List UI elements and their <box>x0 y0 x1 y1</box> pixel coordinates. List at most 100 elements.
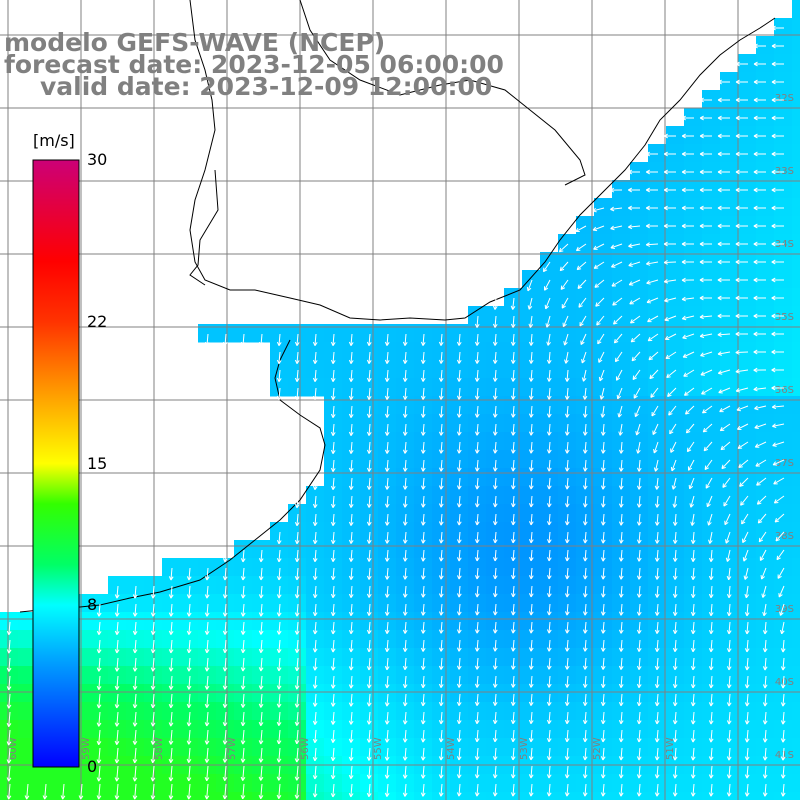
wind-arrow <box>618 513 624 526</box>
wind-speed-cell <box>504 576 523 595</box>
wind-speed-cell <box>756 378 775 397</box>
wind-speed-cell <box>486 396 505 415</box>
wind-arrow <box>628 205 640 211</box>
wind-arrow <box>474 621 480 634</box>
wind-speed-cell <box>414 666 433 685</box>
wind-speed-cell <box>414 738 433 757</box>
wind-speed-cell <box>594 612 613 631</box>
wind-speed-cell <box>630 162 649 181</box>
wind-speed-cell <box>468 432 487 451</box>
wind-arrow <box>384 369 390 382</box>
wind-arrow <box>672 657 678 671</box>
wind-speed-cell <box>522 324 541 343</box>
forecast-date: forecast date: 2023-12-05 06:00:00 <box>4 50 504 79</box>
wind-speed-cell <box>468 540 487 559</box>
wind-arrow <box>600 585 606 598</box>
wind-speed-cell <box>342 630 361 649</box>
wind-speed-cell <box>576 414 595 433</box>
wind-speed-cell <box>612 306 631 325</box>
wind-arrow <box>703 441 713 452</box>
wind-arrow <box>636 459 642 472</box>
wind-speed-cell <box>450 630 469 649</box>
wind-speed-cell <box>396 450 415 469</box>
wind-speed-cell <box>0 666 19 685</box>
wind-arrow <box>690 639 696 653</box>
wind-arrow <box>706 495 713 508</box>
wind-speed-cell <box>612 522 631 541</box>
wind-speed-cell <box>774 360 793 379</box>
wind-speed-cell <box>720 378 739 397</box>
wind-speed-cell <box>720 252 739 271</box>
wind-arrow <box>613 333 623 344</box>
wind-arrow <box>474 405 480 418</box>
wind-speed-cell <box>612 774 631 793</box>
wind-speed-cell <box>756 558 775 577</box>
wind-speed-cell <box>486 360 505 379</box>
wind-speed-cell <box>702 504 721 523</box>
wind-arrow <box>771 259 784 265</box>
wind-arrow <box>366 639 372 653</box>
colorbar <box>32 159 80 768</box>
wind-arrow <box>456 693 462 706</box>
wind-arrow <box>276 765 282 781</box>
wind-speed-cell <box>576 702 595 721</box>
wind-speed-cell <box>684 576 703 595</box>
wind-arrow <box>564 675 570 688</box>
wind-speed-cell <box>576 306 595 325</box>
wind-speed-cell <box>630 378 649 397</box>
wind-speed-cell <box>306 648 325 667</box>
wind-arrow <box>690 513 695 526</box>
wind-arrow <box>759 549 767 561</box>
wind-speed-cell <box>378 342 397 361</box>
wind-speed-cell <box>360 738 379 757</box>
wind-speed-cell <box>234 576 253 595</box>
wind-speed-cell <box>684 180 703 199</box>
wind-speed-cell <box>342 486 361 505</box>
wind-speed-cell <box>378 774 397 793</box>
wind-arrow <box>771 133 784 139</box>
wind-speed-cell <box>378 702 397 721</box>
wind-speed-cell <box>396 504 415 523</box>
valid-date: valid date: 2023-12-09 12:00:00 <box>40 72 493 101</box>
wind-arrow <box>420 495 426 508</box>
wind-arrow <box>653 459 659 472</box>
wind-speed-cell <box>540 252 559 271</box>
wind-speed-cell <box>18 648 37 667</box>
wind-speed-cell <box>648 774 667 793</box>
wind-arrow <box>312 765 318 780</box>
wind-speed-cell <box>180 774 199 793</box>
wind-arrow <box>582 603 588 616</box>
wind-arrow <box>600 675 606 688</box>
wind-arrow <box>330 783 336 798</box>
wind-speed-cell <box>558 774 577 793</box>
wind-speed-cell <box>720 306 739 325</box>
wind-arrow <box>717 115 730 121</box>
wind-arrow <box>753 115 766 121</box>
wind-speed-cell <box>774 594 793 613</box>
wind-arrow <box>753 97 766 103</box>
wind-speed-cell <box>468 378 487 397</box>
wind-speed-cell <box>288 594 307 613</box>
wind-speed-cell <box>324 720 343 739</box>
wind-speed-cell <box>666 126 685 145</box>
colorbar-tick-label: 0 <box>87 757 98 776</box>
wind-arrow <box>150 765 156 782</box>
wind-arrow <box>294 567 300 581</box>
wind-arrow <box>492 603 498 616</box>
wind-arrow <box>366 783 372 798</box>
wind-arrow <box>492 423 498 436</box>
wind-speed-cell <box>684 414 703 433</box>
wind-speed-cell <box>756 324 775 343</box>
wind-speed-cell <box>306 666 325 685</box>
wind-arrow <box>294 693 300 708</box>
wind-speed-cell <box>414 558 433 577</box>
wind-speed-cell <box>630 558 649 577</box>
wind-speed-cell <box>576 432 595 451</box>
wind-speed-cell <box>594 306 613 325</box>
wind-speed-cell <box>792 288 800 307</box>
wind-arrow <box>654 639 660 652</box>
wind-speed-cell <box>342 504 361 523</box>
wind-speed-cell <box>666 486 685 505</box>
wind-speed-cell <box>288 576 307 595</box>
wind-speed-cell <box>522 684 541 703</box>
